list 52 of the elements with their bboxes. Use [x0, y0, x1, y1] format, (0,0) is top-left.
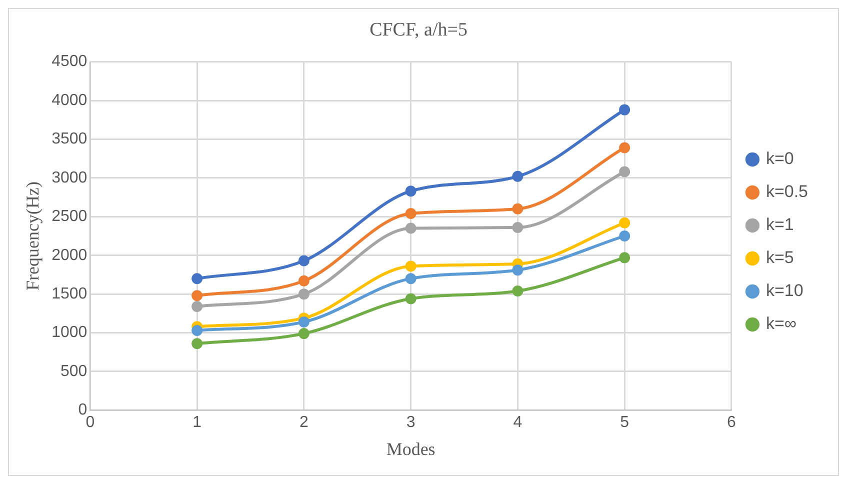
- y-tick-label: 2000: [52, 246, 88, 264]
- point: [192, 324, 203, 336]
- y-tick-label: 500: [60, 362, 88, 380]
- point: [192, 273, 203, 284]
- point: [192, 300, 203, 312]
- legend-label: k=0: [766, 149, 794, 168]
- y-tick-label: 1500: [52, 285, 88, 302]
- x-tick-label: 4: [513, 414, 522, 432]
- point: [619, 166, 630, 178]
- legend-label: k=10: [766, 281, 804, 300]
- y-tick-label: 1000: [52, 324, 88, 342]
- y-tick-label: 3500: [52, 130, 88, 148]
- x-tick-label: 3: [406, 414, 416, 432]
- point: [512, 285, 524, 296]
- point: [619, 217, 630, 228]
- x-tick-label: 2: [299, 414, 308, 432]
- point: [619, 142, 630, 154]
- point: [405, 293, 416, 304]
- y-tick-label: 4000: [52, 92, 88, 109]
- point: [405, 260, 416, 272]
- legend-label: k=5: [766, 248, 794, 268]
- y-tick-label: 2500: [52, 208, 88, 226]
- y-tick-label: 4500: [52, 53, 88, 70]
- point: [192, 338, 203, 350]
- point: [405, 186, 416, 197]
- point: [298, 328, 310, 340]
- point: [512, 203, 524, 214]
- y-tick-label: 0: [78, 402, 88, 419]
- x-tick-label: 6: [726, 414, 736, 432]
- point: [512, 222, 524, 233]
- point: [405, 208, 416, 220]
- point: [405, 222, 416, 234]
- point: [619, 104, 630, 116]
- legend-label: k=0.5: [766, 182, 808, 202]
- point: [512, 170, 524, 182]
- point: [298, 288, 310, 300]
- point: [619, 252, 630, 264]
- y-axis-title: Frequency(Hz): [22, 182, 43, 290]
- x-tick-label: 5: [620, 414, 630, 432]
- legend-label: k=∞: [766, 314, 796, 334]
- x-tick-label: 1: [192, 414, 202, 432]
- point: [405, 273, 416, 284]
- chart-title: CFCF, a/h=5: [370, 19, 468, 40]
- point: [192, 290, 203, 302]
- legend-label: k=1: [766, 215, 794, 234]
- x-axis-title: Modes: [386, 438, 436, 459]
- point: [298, 316, 310, 328]
- point: [298, 275, 310, 286]
- point: [298, 255, 310, 266]
- point: [512, 264, 524, 276]
- point: [619, 230, 630, 242]
- y-tick-label: 3000: [52, 169, 88, 186]
